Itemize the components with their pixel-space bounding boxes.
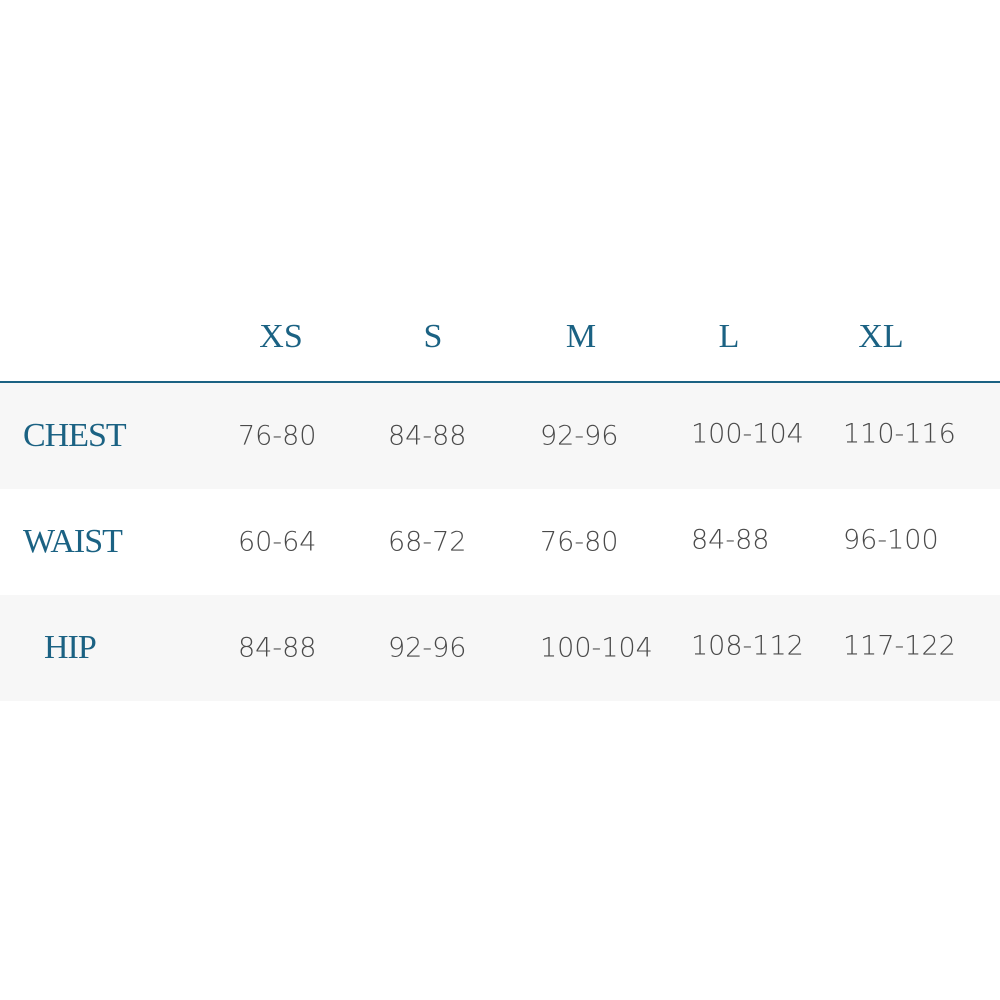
header-m: M <box>565 318 597 355</box>
cell: 100-104 <box>691 418 804 450</box>
cell: 76-80 <box>238 420 317 452</box>
cell: 60-64 <box>238 526 317 558</box>
cell: 100-104 <box>540 632 653 664</box>
table-row-hip: HIP 84-88 92-96 100-104 108-112 117-122 <box>0 595 1000 701</box>
header-xl: XL <box>858 318 904 355</box>
cell: 68-72 <box>388 526 467 558</box>
table-row-waist: WAIST 60-64 68-72 76-80 84-88 96-100 <box>0 489 1000 595</box>
row-label: WAIST <box>23 523 123 560</box>
cell: 84-88 <box>238 632 317 664</box>
cell: 117-122 <box>843 630 956 662</box>
header-divider <box>0 381 1000 383</box>
cell: 108-112 <box>691 630 804 662</box>
cell: 110-116 <box>843 418 956 450</box>
cell: 84-88 <box>388 420 467 452</box>
row-label: CHEST <box>23 417 127 454</box>
row-label: HIP <box>44 629 97 666</box>
header-xs: XS <box>259 318 303 355</box>
cell: 76-80 <box>540 526 619 558</box>
table-row-chest: CHEST 76-80 84-88 92-96 100-104 110-116 <box>0 383 1000 489</box>
cell: 92-96 <box>388 632 467 664</box>
cell: 96-100 <box>843 524 939 556</box>
header-s: S <box>423 318 443 355</box>
cell: 92-96 <box>540 420 619 452</box>
cell: 84-88 <box>691 524 770 556</box>
header-l: L <box>718 318 740 355</box>
